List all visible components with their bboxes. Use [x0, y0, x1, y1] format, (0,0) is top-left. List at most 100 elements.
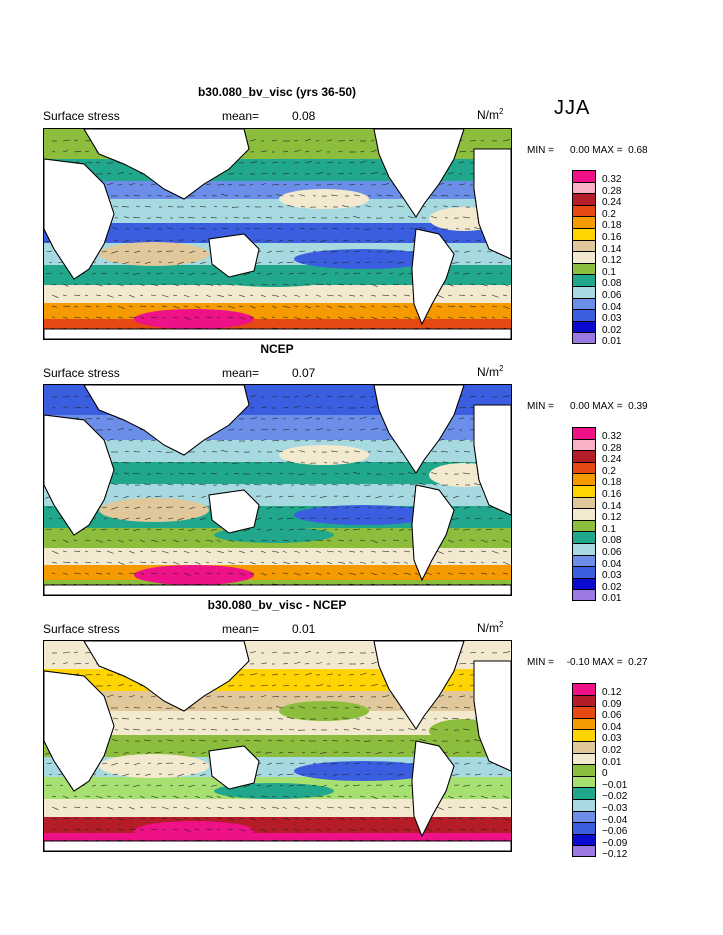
legend-swatch — [572, 262, 596, 275]
legend-swatch — [572, 833, 596, 846]
legend-tick-label: 0 — [602, 768, 608, 780]
legend-swatch — [572, 473, 596, 485]
legend-swatch — [572, 729, 596, 741]
units-label: N/m2 — [477, 364, 504, 379]
legend-swatch — [572, 438, 596, 451]
variable-label: Surface stress — [43, 622, 120, 636]
legend-tick-label: −0.01 — [602, 779, 628, 791]
stress-map — [43, 640, 512, 852]
legend-swatch — [572, 542, 596, 555]
legend-tick-label: 0.06 — [602, 546, 622, 558]
panel-title: b30.080_bv_visc (yrs 36-50) — [197, 85, 357, 99]
units-label: N/m2 — [477, 107, 504, 122]
legend-labels: 0.32 0.28 0.24 0.2 0.18 0.16 0.14 0.12 0.1 0.08 0.… — [602, 431, 621, 605]
season-label: JJA — [554, 97, 591, 119]
legend-tick-label: 0.2 — [602, 208, 616, 220]
legend-swatch — [572, 798, 596, 811]
legend-tick-label: 0.01 — [602, 593, 622, 605]
legend-swatch — [572, 427, 596, 439]
legend-tick-label: 0.08 — [602, 535, 622, 547]
panel-title: b30.080_bv_visc - NCEP — [207, 598, 347, 612]
legend-tick-label: 0.24 — [602, 197, 622, 209]
legend-swatch — [572, 519, 596, 532]
legend-swatch — [572, 216, 596, 228]
legend-swatch — [572, 845, 596, 857]
legend-tick-label: 0.08 — [602, 278, 622, 290]
legend-tick-label: 0.02 — [602, 324, 622, 336]
min-max-readout: MIN = 0.00 MAX = 0.68 — [527, 145, 648, 156]
legend-swatch — [572, 332, 596, 344]
legend-labels: 0.12 0.09 0.06 0.04 0.03 0.02 0.01 0 −0.01 −0.02−… — [602, 687, 627, 861]
legend-tick-label: 0.12 — [602, 255, 622, 267]
color-legend — [572, 683, 596, 857]
legend-swatch — [572, 764, 596, 776]
legend-tick-label: 0.01 — [602, 336, 622, 348]
legend-tick-label: 0.04 — [602, 721, 622, 733]
legend-swatch — [572, 181, 596, 194]
legend-swatch — [572, 589, 596, 601]
legend-swatch — [572, 694, 596, 707]
units-label: N/m2 — [477, 620, 504, 635]
legend-tick-label: 0.06 — [602, 710, 622, 722]
min-max-readout: MIN = 0.00 MAX = 0.39 — [527, 401, 648, 412]
legend-swatch — [572, 577, 596, 590]
legend-swatch — [572, 274, 596, 286]
legend-swatch — [572, 508, 596, 520]
legend-tick-label: 0.06 — [602, 289, 622, 301]
mean-label: mean= — [222, 622, 260, 636]
legend-tick-label: 0.32 — [602, 174, 622, 185]
legend-tick-label: 0.28 — [602, 185, 622, 197]
legend-tick-label: 0.04 — [602, 301, 622, 313]
legend-swatch — [572, 251, 596, 263]
legend-tick-label: 0.09 — [602, 698, 622, 710]
panel-title: NCEP — [260, 342, 294, 356]
legend-tick-label: 0.2 — [602, 465, 616, 477]
legend-tick-label: 0.28 — [602, 442, 622, 454]
legend-swatch — [572, 810, 596, 823]
legend-swatch — [572, 787, 596, 799]
legend-tick-label: 0.16 — [602, 488, 622, 500]
stress-map — [43, 128, 512, 340]
legend-swatch — [572, 752, 596, 765]
legend-tick-label: 0.04 — [602, 558, 622, 570]
legend-tick-label: 0.16 — [602, 231, 622, 243]
legend-tick-label: −0.02 — [602, 791, 628, 803]
legend-swatch — [572, 554, 596, 567]
legend-tick-label: −0.09 — [602, 837, 628, 849]
legend-tick-label: 0.32 — [602, 431, 622, 442]
legend-tick-label: 0.18 — [602, 220, 622, 232]
legend-swatch — [572, 775, 596, 788]
legend-tick-label: 0.1 — [602, 523, 616, 535]
legend-swatch — [572, 193, 596, 205]
legend-tick-label: 0.14 — [602, 500, 622, 512]
legend-swatch — [572, 822, 596, 834]
legend-swatch — [572, 717, 596, 730]
legend-swatch — [572, 566, 596, 578]
legend-tick-label: 0.1 — [602, 266, 616, 278]
legend-tick-label: 0.02 — [602, 581, 622, 593]
legend-swatch — [572, 496, 596, 509]
legend-tick-label: 0.02 — [602, 744, 622, 756]
legend-tick-label: 0.01 — [602, 756, 622, 768]
legend-tick-label: 0.03 — [602, 313, 622, 325]
legend-swatch — [572, 227, 596, 240]
legend-swatch — [572, 170, 596, 182]
legend-swatch — [572, 450, 596, 462]
legend-swatch — [572, 320, 596, 333]
legend-swatch — [572, 461, 596, 474]
mean-label: mean= — [222, 109, 260, 123]
legend-tick-label: −0.03 — [602, 802, 628, 814]
variable-label: Surface stress — [43, 109, 120, 123]
legend-tick-label: 0.18 — [602, 477, 622, 489]
color-legend — [572, 427, 596, 601]
legend-tick-label: 0.12 — [602, 512, 622, 524]
legend-labels: 0.32 0.28 0.24 0.2 0.18 0.16 0.14 0.12 0.1 0.08 0.… — [602, 174, 621, 348]
color-legend — [572, 170, 596, 344]
legend-tick-label: 0.14 — [602, 243, 622, 255]
legend-swatch — [572, 297, 596, 310]
legend-swatch — [572, 204, 596, 217]
mean-value: 0.07 — [292, 366, 316, 380]
legend-swatch — [572, 239, 596, 252]
legend-swatch — [572, 309, 596, 321]
legend-swatch — [572, 683, 596, 695]
